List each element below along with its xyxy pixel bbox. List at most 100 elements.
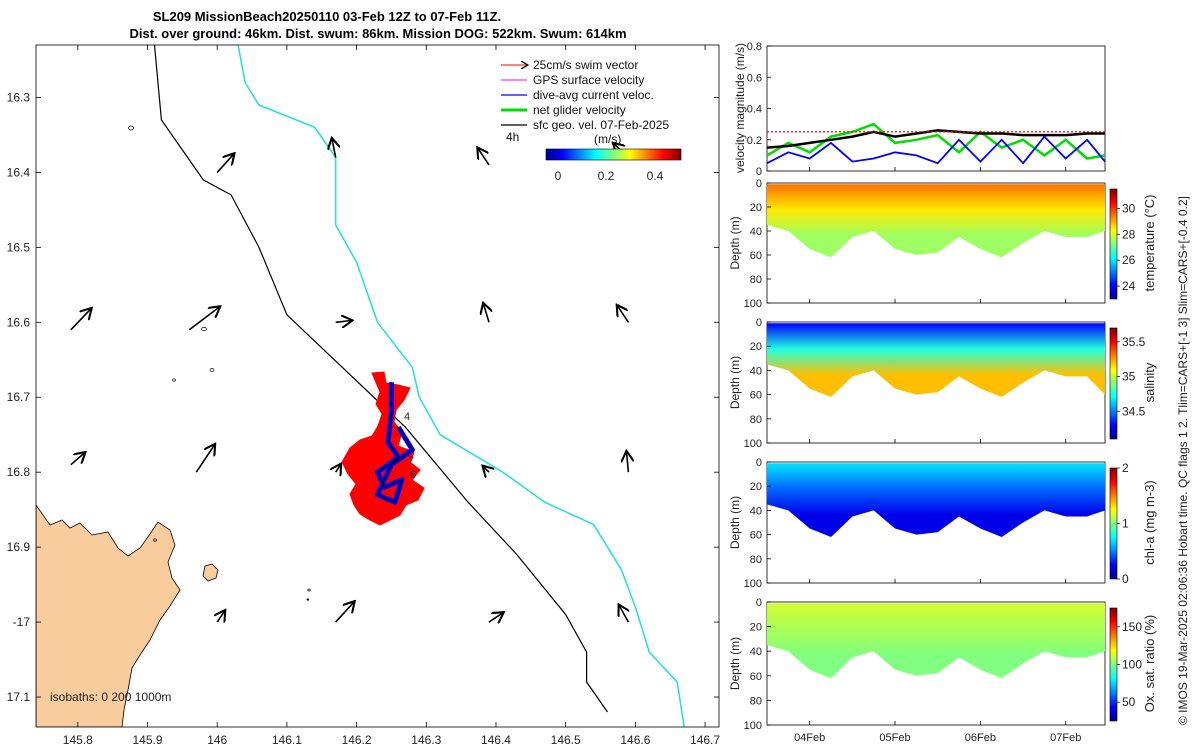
map-frame — [35, 44, 720, 728]
colorbar — [1109, 607, 1118, 722]
geovel-arrow — [217, 611, 224, 622]
geovel-arrow — [618, 306, 630, 323]
side-credit: © IMOS 19-Mar-2025 02:06:36 Hobart time.… — [1176, 196, 1190, 725]
geovel-arrow — [335, 320, 351, 322]
reef-outline — [153, 538, 157, 542]
depth-tick-label: 20 — [750, 622, 762, 634]
depth-tick-label: 0 — [756, 457, 762, 469]
heatmap-data-region — [767, 463, 1105, 537]
map-xtick-label: 146.5 — [551, 733, 581, 747]
velocity-ytick-label: 0.8 — [747, 41, 762, 53]
colorbar-tick-label: 35.5 — [1122, 335, 1146, 349]
depth-tick-label: 40 — [750, 646, 762, 658]
time-tick-label: 07Feb — [1050, 732, 1081, 744]
map-xticks: 145.8 145.9 146 146.1 146.2 146.3 146.4 146.5 14… — [63, 45, 720, 747]
title-line1: SL209 MissionBeach20250110 03-Feb 12Z to… — [153, 9, 501, 24]
depth-tick-label: 40 — [750, 505, 762, 517]
map-ytick-label: 16.5 — [7, 240, 31, 254]
time-step-label: 4h — [506, 130, 519, 144]
legend-label: dive-avg current veloc. — [533, 88, 654, 102]
depth-tick-label: 100 — [744, 720, 762, 732]
depth-tick-label: 100 — [744, 298, 762, 310]
heatmap-panel: 0 20 40 60 80 100 Depth (m) 34.5 35 35.5 salinity — [728, 317, 1157, 450]
colorbar-tick-label: 50 — [1122, 695, 1136, 709]
geovel-arrow — [216, 154, 233, 173]
heatmap-panel: 0 20 40 60 80 100 Depth (m) 0 1 2 chl-a (mg m-3) — [728, 457, 1157, 590]
colorbar-tick-label: 30 — [1122, 201, 1136, 215]
map-xtick-label: 146.2 — [342, 733, 372, 747]
geovel-arrow — [627, 452, 629, 473]
velocity-ytick-label: 0.4 — [747, 104, 762, 116]
isobath-200m — [153, 45, 608, 713]
map-xtick-label: 145.8 — [63, 733, 93, 747]
depth-tick-label: 100 — [744, 578, 762, 590]
heatmap-data-region — [767, 603, 1105, 679]
track-label: 6 — [410, 469, 416, 481]
map-ytick-label: 16.8 — [7, 465, 31, 479]
map-yticks: 16.3 16.4 16.5 16.6 16.7 16.8 16.9 -17 17.1 — [7, 90, 719, 704]
isobaths-label: isobaths: 0 200 1000m — [50, 690, 171, 704]
depth-axis-label: Depth (m) — [728, 356, 742, 409]
track-label: 7 — [408, 455, 414, 467]
colorbar-tick-label: 100 — [1122, 658, 1142, 672]
map-xtick-label: 146 — [207, 733, 227, 747]
geovel-arrows — [70, 139, 630, 623]
colorbar — [1109, 327, 1118, 440]
swim-vector-cluster — [341, 371, 425, 526]
colorbar — [1109, 467, 1118, 580]
map-ytick-label: 16.7 — [7, 390, 31, 404]
colorbar-tick-label: 28 — [1122, 227, 1136, 241]
title-line2: Dist. over ground: 46km. Dist. swum: 86k… — [129, 26, 626, 41]
depth-tick-label: 80 — [750, 274, 762, 286]
map-xtick-label: 145.9 — [132, 733, 162, 747]
colorbar-tick: 0 — [555, 169, 562, 183]
depth-tick-label: 0 — [756, 317, 762, 329]
island — [202, 563, 219, 582]
depth-axis-label: Depth (m) — [728, 496, 742, 549]
legend-item-geovel: sfc geo. vel. 07-Feb-2025 — [501, 118, 669, 132]
heatmap-panel: 0 20 40 60 80 100 Depth (m) 24 26 28 30 temperature… — [728, 178, 1157, 310]
glider-track-center — [376, 382, 414, 504]
heatmap-panel: 0 20 40 60 80 100 Depth (m) 50 100 150 Ox. sat. ra… — [728, 597, 1157, 732]
geovel-arrow — [335, 602, 354, 623]
legend-item-net: net glider velocity — [501, 103, 626, 117]
map-ytick-label: 16.4 — [7, 165, 31, 179]
colorbar-tick-label: 26 — [1122, 253, 1136, 267]
colorbar-tick-label: 24 — [1122, 279, 1136, 293]
geovel-arrow — [332, 139, 336, 158]
geovel-arrow — [484, 467, 489, 472]
velocity-ylabel: velocity magnitude (m/s) — [733, 43, 747, 173]
map-content: 4 7 6 — [36, 45, 685, 727]
legend-item-dive-avg: dive-avg current veloc. — [501, 88, 654, 102]
map-xtick-label: 146.6 — [620, 733, 650, 747]
time-tick-label: 04Feb — [794, 732, 825, 744]
geovel-arrow — [336, 465, 341, 472]
swim-vectors — [341, 371, 425, 526]
depth-tick-label: 80 — [750, 554, 762, 566]
map-xtick-label: 146.1 — [272, 733, 302, 747]
map-ytick-label: 16.3 — [7, 90, 31, 104]
geovel-arrow — [488, 613, 503, 622]
legend-label: GPS surface velocity — [533, 73, 644, 87]
depth-tick-label: 80 — [750, 695, 762, 707]
velocity-ytick-label: 0 — [756, 166, 762, 178]
geovel-arrow — [484, 304, 489, 323]
legend-label: sfc geo. vel. 07-Feb-2025 — [533, 118, 669, 132]
reef-outline — [172, 378, 176, 382]
depth-tick-label: 40 — [750, 226, 762, 238]
geovel-arrow — [478, 149, 490, 166]
colorbar-tick-label: 34.5 — [1122, 404, 1146, 418]
colorbar-tick-label: 0 — [1122, 572, 1129, 586]
colorbar-tick-label: 1 — [1122, 517, 1129, 531]
colorbar-unit: (m/s) — [594, 132, 621, 146]
map-xtick-label: 146.3 — [411, 733, 441, 747]
depth-axis-label: Depth (m) — [728, 637, 742, 690]
geovel-arrow — [306, 598, 310, 601]
velocity-series-line — [766, 135, 1106, 165]
geovel-arrow — [70, 453, 85, 466]
colorbar-tick-label: 35 — [1122, 370, 1136, 384]
legend-item-gps: GPS surface velocity — [501, 73, 644, 87]
map-colorbar — [545, 148, 682, 161]
